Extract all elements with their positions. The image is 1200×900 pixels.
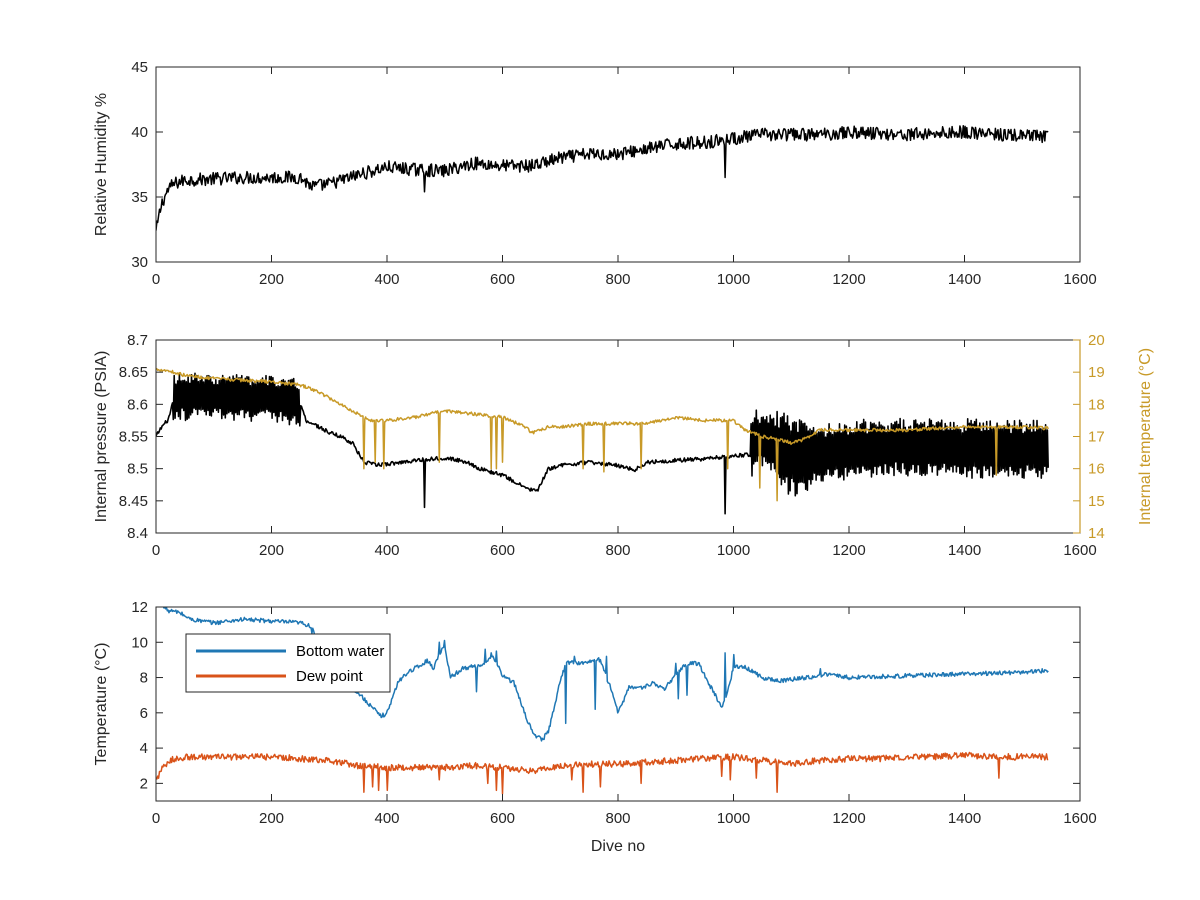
axes-frame bbox=[155, 66, 1081, 263]
y-tick-label: 8.55 bbox=[119, 429, 148, 446]
x-tick-label: 600 bbox=[490, 271, 515, 288]
series-group bbox=[156, 607, 1049, 795]
x-tick-label: 1400 bbox=[948, 810, 981, 827]
series-line-1-0 bbox=[156, 372, 1049, 515]
x-tick-label: 200 bbox=[259, 810, 284, 827]
right-y-tick-label: 18 bbox=[1088, 396, 1105, 413]
y-tick-label: 45 bbox=[131, 59, 148, 76]
series-line-0-0 bbox=[156, 124, 1049, 231]
y-tick-label: 8.7 bbox=[127, 332, 148, 349]
series-group bbox=[156, 124, 1049, 231]
y-tick-label: 8 bbox=[140, 670, 148, 687]
x-tick-label: 1400 bbox=[948, 542, 981, 559]
x-tick-label: 1600 bbox=[1063, 271, 1096, 288]
y-tick-label: 35 bbox=[131, 189, 148, 206]
x-tick-label: 800 bbox=[605, 271, 630, 288]
right-y-tick-label: 16 bbox=[1088, 461, 1105, 478]
series-line-2-1 bbox=[156, 751, 1049, 795]
x-tick-label: 1200 bbox=[832, 542, 865, 559]
y-tick-label: 8.65 bbox=[119, 364, 148, 381]
right-y-axis-label: Internal temperature (°C) bbox=[1137, 348, 1154, 525]
legend: Bottom water Dew point bbox=[185, 633, 391, 693]
legend-box bbox=[185, 633, 391, 693]
x-tick-label: 1600 bbox=[1063, 542, 1096, 559]
y-tick-label: 12 bbox=[131, 599, 148, 616]
y-tick-label: 40 bbox=[131, 124, 148, 141]
x-tick-label: 200 bbox=[259, 542, 284, 559]
x-tick-label: 1200 bbox=[832, 271, 865, 288]
humidity-panel: 0 200 400 600 800 1000 1200 1400 1600 30 35 40 45 Rel… bbox=[93, 59, 1097, 288]
right-y-tick-label: 19 bbox=[1088, 364, 1105, 381]
legend-entry: Dew point bbox=[296, 668, 364, 685]
y-tick-label: 8.5 bbox=[127, 461, 148, 478]
y-axis-label: Internal pressure (PSIA) bbox=[93, 351, 110, 523]
x-tick-label: 600 bbox=[490, 542, 515, 559]
legend-entry: Bottom water bbox=[296, 643, 384, 660]
series-group bbox=[156, 367, 1049, 515]
y-tick-label: 30 bbox=[131, 254, 148, 271]
right-y-tick-label: 20 bbox=[1088, 332, 1105, 349]
x-tick-label: 0 bbox=[152, 271, 160, 288]
x-axis-label: Dive no bbox=[591, 838, 645, 855]
y-tick-label: 8.6 bbox=[127, 396, 148, 413]
right-y-tick-label: 15 bbox=[1088, 493, 1105, 510]
x-tick-label: 800 bbox=[605, 810, 630, 827]
y-axis-label: Relative Humidity % bbox=[93, 93, 110, 236]
right-y-tick-label: 14 bbox=[1088, 525, 1105, 542]
y-tick-label: 8.4 bbox=[127, 525, 148, 542]
x-tick-label: 400 bbox=[374, 810, 399, 827]
pressure-temperature-panel: 0 200 400 600 800 1000 1200 1400 1600 8.4 8.45 8.5 8… bbox=[93, 332, 1154, 559]
x-tick-label: 0 bbox=[152, 542, 160, 559]
x-tick-label: 600 bbox=[490, 810, 515, 827]
x-tick-label: 800 bbox=[605, 542, 630, 559]
temperature-panel: 0 200 400 600 800 1000 1200 1400 1600 2 4 6 8 10 12 Tem… bbox=[93, 599, 1097, 855]
y-tick-label: 8.45 bbox=[119, 493, 148, 510]
series-line-2-0 bbox=[162, 607, 1049, 742]
right-y-tick-label: 17 bbox=[1088, 429, 1105, 446]
y-tick-label: 4 bbox=[140, 740, 148, 757]
x-tick-label: 1400 bbox=[948, 271, 981, 288]
y-tick-label: 6 bbox=[140, 705, 148, 722]
y-axis-label: Temperature (°C) bbox=[93, 643, 110, 766]
x-tick-label: 0 bbox=[152, 810, 160, 827]
y-tick-label: 2 bbox=[140, 775, 148, 792]
x-tick-label: 400 bbox=[374, 271, 399, 288]
x-tick-label: 1000 bbox=[717, 271, 750, 288]
x-tick-label: 1000 bbox=[717, 810, 750, 827]
x-tick-label: 1600 bbox=[1063, 810, 1096, 827]
x-tick-label: 200 bbox=[259, 271, 284, 288]
x-tick-label: 400 bbox=[374, 542, 399, 559]
x-tick-label: 1000 bbox=[717, 542, 750, 559]
series-line-1-1 bbox=[156, 367, 1049, 502]
x-tick-label: 1200 bbox=[832, 810, 865, 827]
y-tick-label: 10 bbox=[131, 634, 148, 651]
